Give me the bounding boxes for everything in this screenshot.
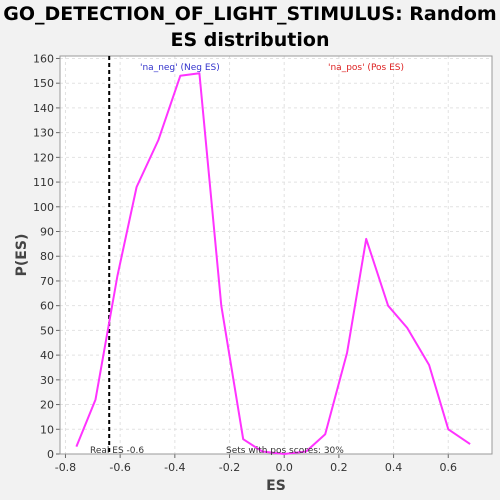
y-tick-label: 150 [33,77,54,90]
y-tick-label: 50 [40,324,54,337]
y-tick-label: 100 [33,201,54,214]
x-tick-label: -0.4 [164,461,185,474]
x-axis-ticks: -0.8 -0.6 -0.4 -0.2 0.0 0.2 0.4 0.6 [55,454,457,474]
y-tick-label: 140 [33,102,54,115]
x-axis-label: ES [266,478,286,494]
x-tick-label: 0.0 [275,461,293,474]
y-axis-ticks: 0 10 20 30 40 50 60 70 80 90 100 110 120 130 140 150 160 [33,52,60,461]
y-tick-label: 130 [33,127,54,140]
x-tick-label: 0.6 [440,461,458,474]
series-line [75,72,471,455]
y-tick-label: 20 [40,399,54,412]
chart-title-line2: ES distribution [171,29,330,51]
y-tick-label: 40 [40,349,54,362]
x-tick-label: -0.6 [109,461,130,474]
y-tick-label: 60 [40,300,54,313]
y-tick-label: 110 [33,176,54,189]
y-tick-label: 30 [40,374,54,387]
y-tick-label: 10 [40,423,54,436]
y-tick-label: 70 [40,275,54,288]
y-tick-label: 90 [40,226,54,239]
pos-es-label: 'na_pos' (Pos ES) [328,63,404,73]
neg-es-label: 'na_neg' (Neg ES) [140,63,220,73]
x-tick-label: -0.8 [55,461,76,474]
y-axis-label: P(ES) [14,234,30,277]
chart-title-line1: GO_DETECTION_OF_LIGHT_STIMULUS: Random [3,3,496,25]
y-tick-label: 160 [33,52,54,65]
plot-area [60,56,492,454]
grid [60,56,492,455]
pos-scores-label: Sets with pos scores: 30% [226,446,344,456]
y-tick-label: 120 [33,151,54,164]
real-es-label: Real ES -0.6 [90,446,144,456]
x-tick-label: -0.2 [219,461,240,474]
y-tick-label: 80 [40,250,54,263]
y-tick-label: 0 [47,448,54,461]
x-tick-label: 0.4 [385,461,403,474]
x-tick-label: 0.2 [330,461,348,474]
